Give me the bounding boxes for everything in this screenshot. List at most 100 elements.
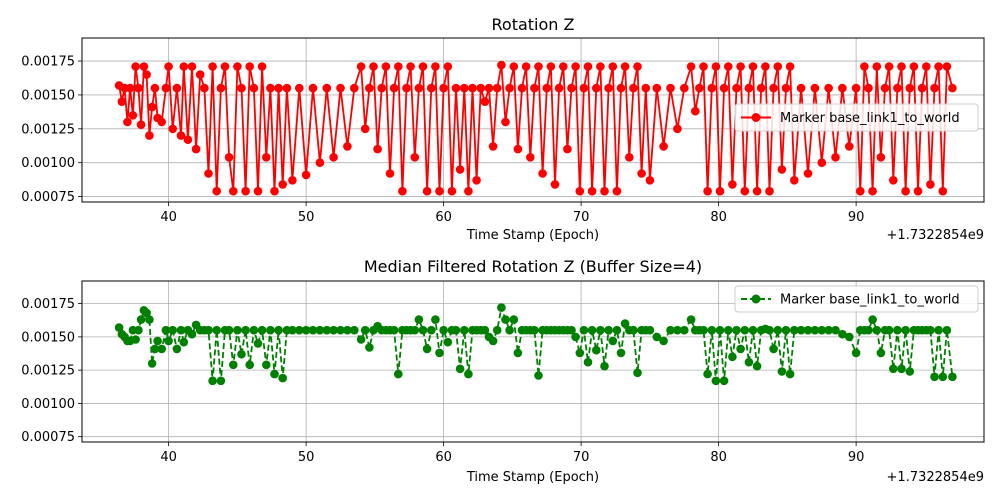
data-point bbox=[864, 83, 873, 93]
data-point bbox=[142, 70, 151, 79]
data-point bbox=[596, 325, 605, 335]
data-point bbox=[691, 106, 700, 116]
data-point bbox=[134, 83, 143, 93]
y-tick-label: 0.00100 bbox=[21, 397, 75, 412]
data-point bbox=[740, 325, 750, 335]
data-point bbox=[938, 186, 948, 196]
grid-lines bbox=[82, 281, 984, 442]
data-point bbox=[176, 325, 186, 335]
x-tick-label: 60 bbox=[435, 210, 452, 225]
data-point bbox=[257, 62, 267, 71]
data-point bbox=[845, 332, 854, 342]
data-point bbox=[901, 186, 910, 196]
data-point bbox=[329, 153, 338, 162]
data-point bbox=[860, 62, 869, 71]
data-point bbox=[443, 62, 453, 71]
data-point bbox=[571, 62, 580, 71]
x-tick-label: 80 bbox=[710, 210, 727, 225]
x-tick-label: 40 bbox=[160, 450, 177, 465]
data-point bbox=[575, 348, 585, 358]
data-point bbox=[554, 83, 564, 93]
data-point bbox=[418, 62, 428, 71]
data-point bbox=[157, 117, 166, 127]
data-point bbox=[872, 62, 882, 71]
data-point bbox=[513, 348, 523, 358]
data-point bbox=[350, 83, 359, 93]
data-point bbox=[616, 83, 626, 93]
data-point bbox=[546, 62, 556, 71]
x-axis-ticks: 40 50 60 70 80 90 bbox=[160, 442, 864, 465]
data-point bbox=[245, 62, 254, 71]
data-point bbox=[406, 62, 415, 71]
data-point bbox=[521, 62, 531, 71]
data-point bbox=[161, 325, 171, 335]
data-point bbox=[732, 325, 741, 335]
y-tick-label: 0.00175 bbox=[21, 297, 75, 312]
data-point bbox=[748, 325, 758, 335]
data-point bbox=[145, 131, 154, 140]
data-point bbox=[901, 325, 910, 335]
data-point bbox=[241, 186, 250, 196]
data-point bbox=[204, 325, 213, 335]
data-point bbox=[365, 343, 374, 352]
data-point bbox=[464, 369, 473, 379]
data-point bbox=[157, 344, 166, 354]
y-axis-ticks: 0.00075 0.00100 0.00125 0.00150 0.00175 bbox=[21, 297, 82, 445]
data-point bbox=[183, 135, 193, 144]
data-point bbox=[769, 344, 778, 354]
data-point bbox=[897, 364, 906, 374]
chart-rotation-z: Rotation Z 40 50 60 70 80 90 0.000750.001000.… bbox=[0, 0, 1000, 250]
data-point bbox=[938, 372, 948, 382]
data-point bbox=[913, 186, 923, 196]
data-point bbox=[534, 371, 543, 380]
data-point bbox=[905, 367, 915, 376]
data-point bbox=[526, 153, 535, 162]
data-point bbox=[435, 348, 444, 358]
data-point bbox=[237, 83, 246, 93]
data-point bbox=[703, 186, 712, 196]
data-point bbox=[117, 97, 127, 106]
data-point bbox=[673, 325, 682, 335]
data-point bbox=[851, 348, 861, 358]
data-point bbox=[803, 169, 813, 178]
data-point bbox=[917, 83, 927, 93]
data-point bbox=[136, 315, 146, 324]
data-point bbox=[620, 319, 630, 328]
data-point bbox=[583, 62, 593, 71]
plot-area-frame bbox=[81, 37, 985, 203]
data-point bbox=[922, 62, 931, 71]
data-point bbox=[686, 62, 696, 71]
data-point bbox=[673, 124, 682, 134]
data-point bbox=[278, 180, 288, 189]
data-point bbox=[153, 336, 162, 346]
legend-marker-sample bbox=[751, 294, 761, 304]
data-point bbox=[666, 325, 675, 335]
data-point bbox=[114, 323, 124, 332]
data-point bbox=[629, 83, 638, 93]
data-point bbox=[652, 332, 662, 342]
x-tick-label: 60 bbox=[435, 450, 452, 465]
data-point bbox=[468, 83, 477, 93]
data-point bbox=[810, 325, 820, 335]
data-point bbox=[612, 186, 622, 196]
y-tick-label: 0.00150 bbox=[21, 88, 75, 103]
data-point bbox=[785, 369, 795, 379]
data-point bbox=[451, 325, 461, 335]
data-point bbox=[410, 153, 420, 162]
data-point bbox=[410, 325, 420, 335]
data-point bbox=[596, 62, 605, 71]
data-point bbox=[365, 83, 374, 93]
data-point bbox=[620, 62, 630, 71]
data-point bbox=[719, 83, 729, 93]
data-point bbox=[497, 303, 506, 312]
data-point bbox=[637, 169, 646, 178]
y-tick-label: 0.00125 bbox=[21, 364, 75, 379]
data-point bbox=[538, 169, 547, 178]
data-point bbox=[707, 325, 717, 335]
data-point bbox=[427, 325, 436, 335]
data-point bbox=[414, 315, 424, 324]
data-point bbox=[125, 83, 135, 93]
data-point bbox=[301, 170, 311, 180]
data-point bbox=[343, 325, 352, 335]
data-point bbox=[150, 83, 160, 93]
